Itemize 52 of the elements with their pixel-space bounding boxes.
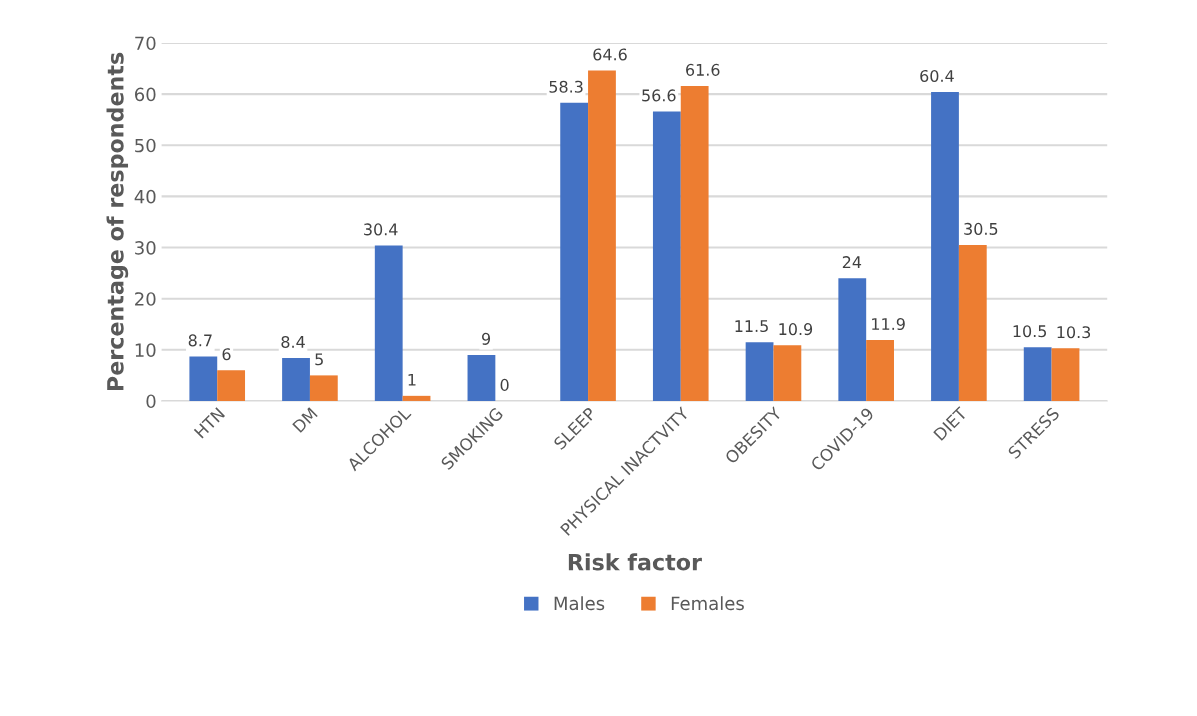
bar bbox=[652, 111, 681, 401]
bar bbox=[866, 340, 894, 401]
bar bbox=[588, 70, 616, 401]
bar bbox=[931, 92, 959, 401]
data-label: 10.5 bbox=[1013, 325, 1047, 338]
legend-label: Females bbox=[671, 596, 744, 611]
data-label: 56.6 bbox=[642, 89, 676, 102]
data-label: 10.9 bbox=[779, 323, 813, 336]
bar bbox=[402, 395, 431, 401]
data-label: 30.4 bbox=[364, 223, 398, 236]
bar bbox=[560, 102, 589, 401]
data-label: 24 bbox=[842, 256, 862, 268]
y-tick-label: 10 bbox=[135, 343, 156, 357]
data-label: 30.5 bbox=[964, 222, 998, 235]
bar bbox=[680, 85, 709, 401]
y-tick-label: 60 bbox=[135, 87, 156, 102]
data-label: 1 bbox=[408, 373, 416, 386]
bar bbox=[1051, 348, 1080, 401]
bar bbox=[467, 354, 496, 401]
bar bbox=[282, 358, 310, 401]
data-label: 61.6 bbox=[686, 63, 720, 76]
data-label: 64.6 bbox=[593, 48, 627, 61]
data-label: 5 bbox=[315, 353, 323, 366]
bar bbox=[773, 345, 802, 401]
x-tick-label: DM bbox=[292, 407, 318, 433]
data-label: 9 bbox=[482, 332, 491, 345]
y-axis-title: Percentage of respondents bbox=[106, 52, 129, 391]
data-label: 8.7 bbox=[188, 334, 212, 347]
data-label: 58.3 bbox=[549, 80, 583, 93]
legend-label: Males bbox=[554, 596, 605, 611]
data-label: 0 bbox=[500, 378, 509, 391]
y-tick-label: 20 bbox=[135, 292, 156, 306]
bar bbox=[217, 370, 246, 401]
data-label: 8.4 bbox=[281, 335, 305, 348]
data-label: 11.5 bbox=[735, 320, 768, 333]
bar bbox=[958, 244, 987, 401]
bar bbox=[309, 375, 338, 401]
y-tick-label: 30 bbox=[135, 240, 156, 255]
y-tick-label: 70 bbox=[135, 36, 156, 51]
bar bbox=[745, 342, 774, 401]
data-label: 6 bbox=[222, 348, 231, 361]
y-tick-label: 50 bbox=[135, 138, 156, 153]
bar bbox=[189, 356, 218, 401]
x-axis-title: Risk factor bbox=[568, 553, 702, 571]
bar bbox=[838, 278, 867, 401]
data-label: 60.4 bbox=[920, 69, 954, 83]
y-tick-label: 40 bbox=[134, 189, 156, 204]
data-label: 11.9 bbox=[872, 317, 905, 331]
data-label: 10.3 bbox=[1057, 326, 1091, 339]
bar bbox=[374, 245, 403, 401]
y-tick-label: 0 bbox=[146, 394, 156, 409]
bar bbox=[1023, 347, 1052, 401]
